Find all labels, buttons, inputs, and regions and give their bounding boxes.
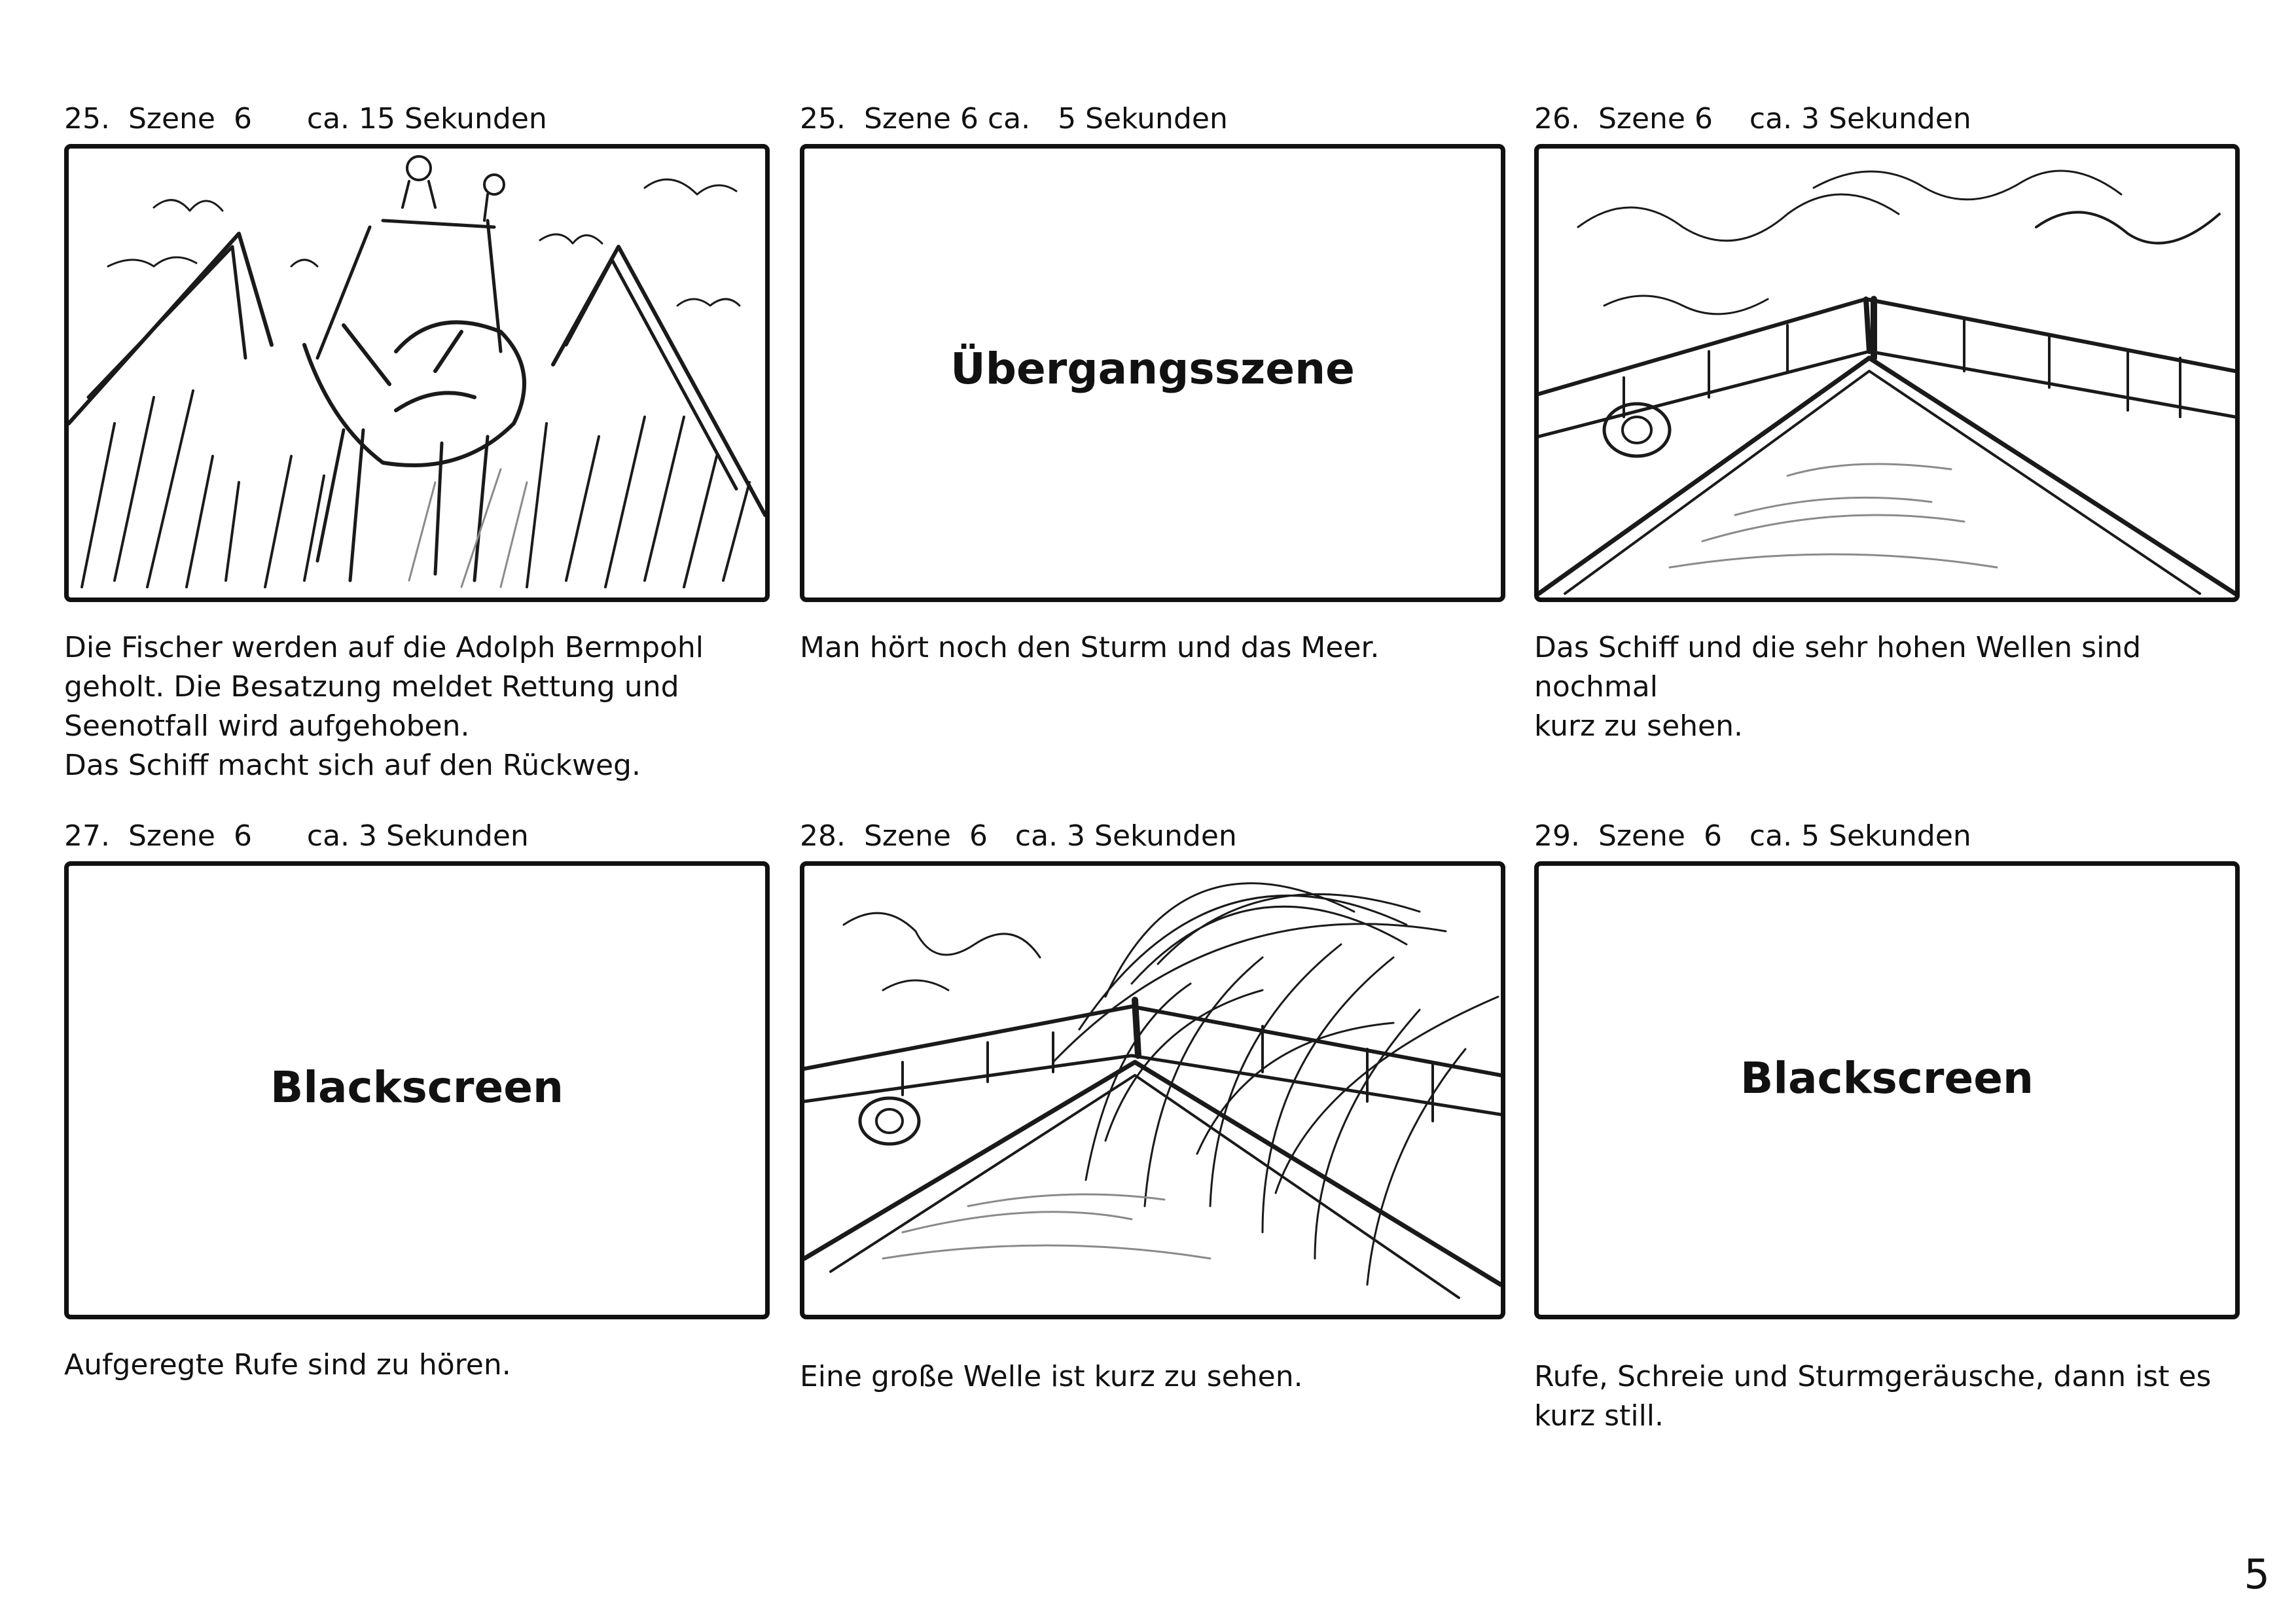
storyboard-panel-26: 26. Szene 6 ca. 3 Sekunden Das Schiff bbox=[1534, 99, 2240, 746]
panel-caption: Aufgeregte Rufe sind zu hören. bbox=[64, 1348, 511, 1382]
panel-header: 29. Szene 6 ca. 5 Sekunden bbox=[1534, 819, 1971, 853]
panel-caption: Das Schiff und die sehr hohen Wellen sin… bbox=[1534, 631, 2142, 743]
sketch-frame bbox=[800, 861, 1505, 1319]
panel-caption: Eine große Welle ist kurz zu sehen. bbox=[800, 1360, 1303, 1393]
panel-header: 28. Szene 6 ca. 3 Sekunden bbox=[800, 819, 1237, 853]
text-frame: Blackscreen bbox=[1534, 861, 2240, 1319]
ship-bow-sketch bbox=[1539, 169, 2235, 596]
frame-title: Blackscreen bbox=[1740, 1053, 2034, 1103]
wave-sketch bbox=[804, 882, 1501, 1299]
sketch-frame bbox=[64, 144, 770, 602]
panel-header: 25. Szene 6 ca. 5 Sekunden bbox=[800, 102, 1228, 135]
frame-title: Übergangsszene bbox=[950, 344, 1355, 394]
panel-caption: Man hört noch den Sturm und das Meer. bbox=[800, 631, 1380, 664]
panel-header: 26. Szene 6 ca. 3 Sekunden bbox=[1534, 102, 1971, 135]
storyboard-panel-29: 29. Szene 6 ca. 5 Sekunden Blackscreen R… bbox=[1534, 817, 2240, 1436]
storyboard-panel-25b: 25. Szene 6 ca. 5 Sekunden Übergangsszen… bbox=[800, 99, 1505, 668]
text-frame: Blackscreen bbox=[64, 861, 770, 1319]
page-number: 5 bbox=[2244, 1550, 2270, 1598]
storyboard-panel-27: 27. Szene 6 ca. 3 Sekunden Blackscreen A… bbox=[64, 817, 770, 1385]
rescue-sketch bbox=[69, 155, 765, 588]
panel-header: 27. Szene 6 ca. 3 Sekunden bbox=[64, 819, 529, 853]
storyboard-panel-28: 28. Szene 6 ca. 3 Sekunden Eine große We… bbox=[800, 817, 1505, 1397]
text-frame: Übergangsszene bbox=[800, 144, 1505, 602]
storyboard-panel-25a: 25. Szene 6 ca. 15 Sekunden bbox=[64, 99, 770, 785]
panel-caption: Rufe, Schreie und Sturmgeräusche, dann i… bbox=[1534, 1360, 2212, 1433]
sketch-frame bbox=[1534, 144, 2240, 602]
panel-header: 25. Szene 6 ca. 15 Sekunden bbox=[64, 102, 547, 135]
panel-caption: Die Fischer werden auf die Adolph Bermpo… bbox=[64, 631, 704, 782]
frame-title: Blackscreen bbox=[270, 1062, 564, 1113]
